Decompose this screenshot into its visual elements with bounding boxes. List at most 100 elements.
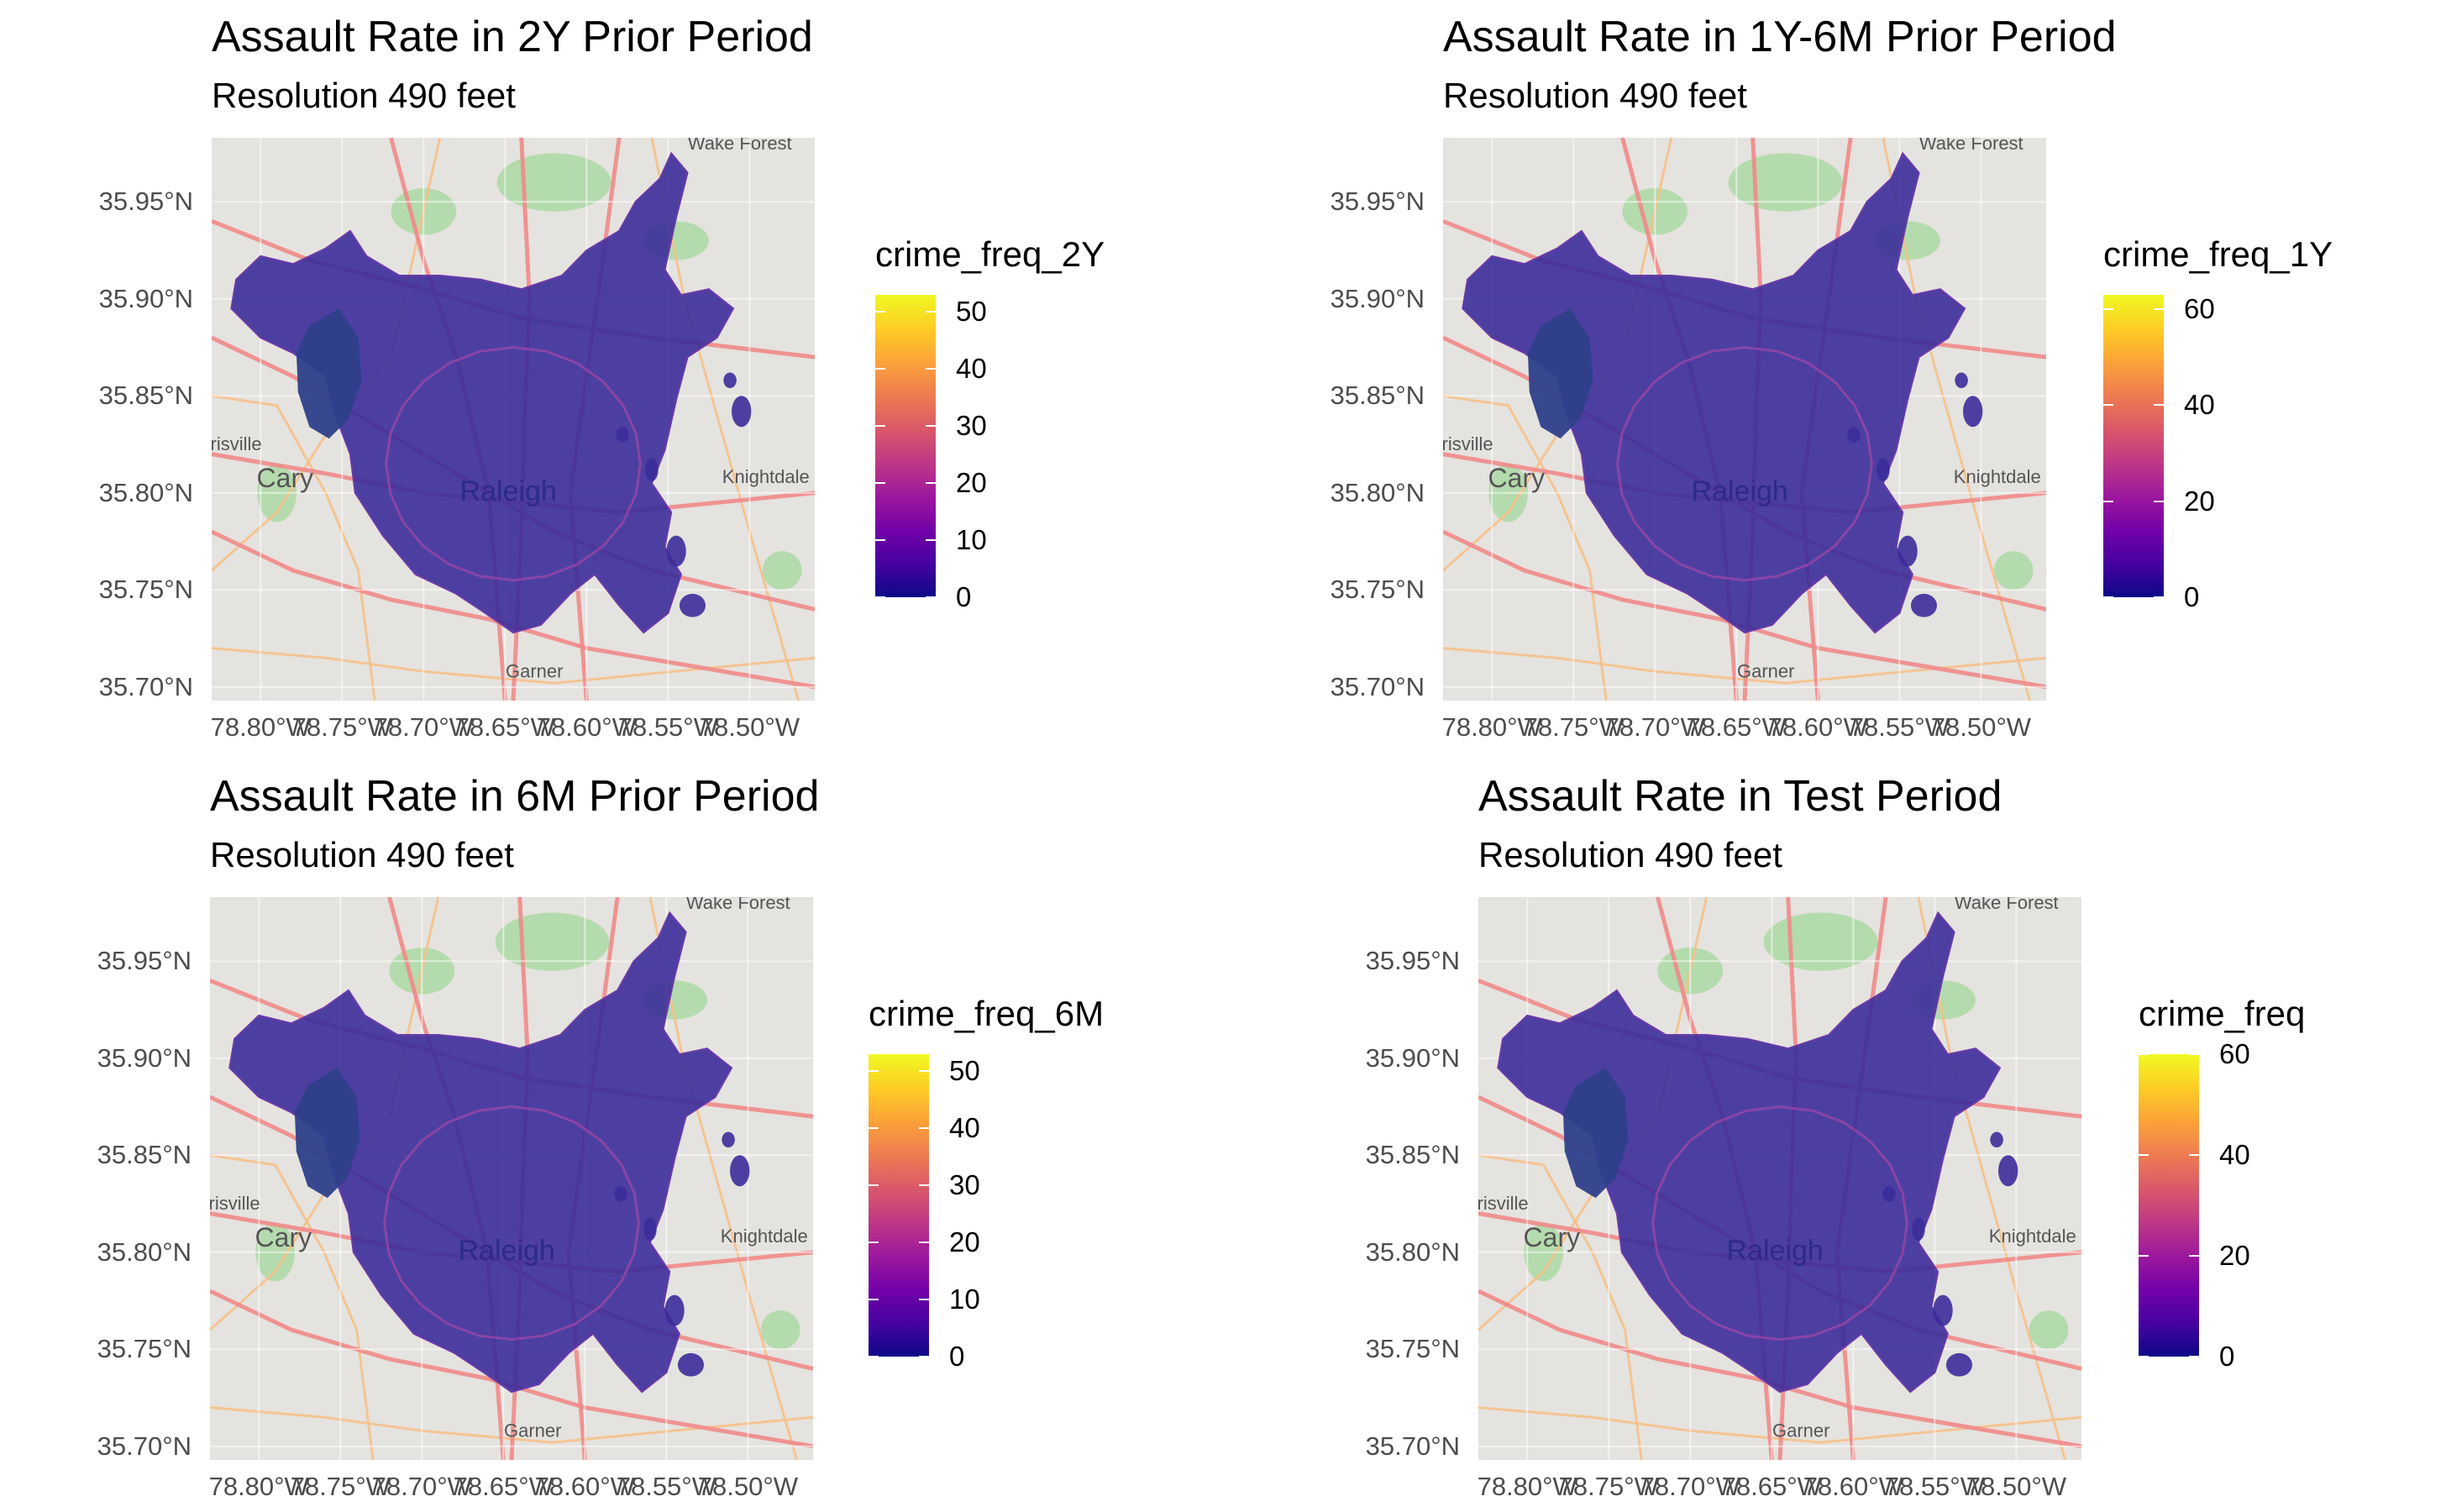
legend-tick-mark	[869, 1299, 879, 1301]
legend-tick-mark	[2154, 404, 2164, 407]
legend-tick-mark	[2103, 596, 2113, 598]
town-label: Wake Forest	[1919, 138, 2023, 154]
y-tick-label: 35.85°N	[97, 1140, 192, 1170]
map-plot: Raleigh Cary Knightdale Garner Wake Forest ri…	[1478, 897, 2081, 1460]
x-tick-label: 78.75°W	[1558, 1472, 1659, 1501]
crime-grid-area	[228, 911, 733, 1394]
legend-tick-label: 0	[949, 1341, 965, 1372]
x-tick-label: 78.65°W	[453, 1472, 554, 1501]
legend-tick-mark	[2189, 1255, 2199, 1257]
beltline-road	[385, 345, 642, 582]
basemap-svg: Raleigh Cary Knightdale Garner Wake Forest ri…	[1478, 897, 2081, 1460]
legend-tick-mark	[919, 1127, 929, 1130]
legend-tick-mark	[926, 311, 936, 313]
x-tick-label: 78.65°W	[1686, 712, 1787, 742]
legend-colorbar	[875, 295, 936, 597]
crime-grid-patch	[677, 1352, 704, 1377]
y-tick-label: 35.95°N	[98, 186, 193, 217]
x-tick-label: 78.55°W	[1849, 712, 1950, 742]
x-tick-label: 78.80°W	[1441, 712, 1542, 742]
y-tick-label: 35.70°N	[1330, 671, 1425, 701]
x-tick-label: 78.60°W	[534, 1472, 635, 1501]
legend-tick-label: 60	[2219, 1038, 2250, 1069]
crime-grid-airport-area	[1562, 1068, 1629, 1199]
x-tick-label: 78.65°W	[454, 712, 555, 742]
major-road	[1478, 1289, 2081, 1449]
y-tick-label: 35.70°N	[1365, 1431, 1460, 1461]
legend-tick-label: 60	[2184, 293, 2215, 325]
town-label: Garner	[504, 1420, 561, 1441]
beltline-road	[1651, 1105, 1908, 1341]
x-tick-label: 78.50°W	[1930, 712, 2031, 742]
town-label: risville	[210, 1193, 260, 1214]
x-tick-label: 78.70°W	[373, 712, 474, 742]
x-tick-label: 78.60°W	[536, 712, 637, 742]
town-label: Wake Forest	[688, 138, 792, 154]
basemap-svg: Raleigh Cary Knightdale Garner Wake Forest ri…	[1443, 138, 2046, 701]
legend-tick-label: 40	[949, 1112, 980, 1144]
y-tick-label: 35.85°N	[98, 381, 193, 411]
panel-subtitle: Resolution 490 feet	[1478, 835, 1782, 874]
park-area	[2029, 1310, 2069, 1350]
legend-tick-label: 0	[2184, 581, 2200, 612]
y-tick-label: 35.90°N	[1365, 1042, 1460, 1073]
park-area	[762, 551, 802, 591]
legend-tick-mark	[2103, 404, 2113, 407]
map-plot: Raleigh Cary Knightdale Garner Wake Forest ri…	[212, 138, 815, 701]
legend-tick-mark	[926, 425, 936, 428]
legend-tick-label: 20	[2219, 1240, 2250, 1271]
beltline-road	[383, 1105, 640, 1341]
legend-tick-label: 40	[2184, 389, 2215, 421]
town-label: Wake Forest	[686, 897, 790, 913]
map-plot: Raleigh Cary Knightdale Garner Wake Forest ri…	[1443, 138, 2046, 701]
x-tick-label: 78.80°W	[1477, 1472, 1577, 1501]
town-label: Knightdale	[721, 1226, 808, 1247]
legend-title: crime_freq_1Y	[2103, 234, 2333, 274]
beltline-road	[1616, 345, 1873, 582]
legend-tick-label: 40	[2219, 1139, 2250, 1170]
legend-tick-mark	[2103, 500, 2113, 502]
crime-grid-patch	[1912, 1217, 1925, 1241]
x-tick-label: 78.65°W	[1721, 1472, 1822, 1501]
x-tick-label: 78.80°W	[210, 712, 311, 742]
minor-road	[650, 138, 800, 701]
legend-tick-mark	[869, 1356, 879, 1357]
crime-grid-area	[1497, 911, 2002, 1394]
town-label: Garner	[1772, 1420, 1829, 1441]
x-tick-label: 78.75°W	[1523, 712, 1624, 742]
legend-tick-label: 50	[949, 1055, 980, 1087]
crime-grid-patch	[679, 593, 706, 617]
panel-subtitle: Resolution 490 feet	[1443, 76, 1747, 115]
legend-tick-mark	[869, 1070, 879, 1073]
legend-tick-mark	[869, 1127, 879, 1130]
legend-tick-mark	[875, 311, 885, 313]
crime-grid-patch	[1998, 1155, 2018, 1187]
panel-subtitle: Resolution 490 feet	[210, 835, 514, 874]
legend-colorbar	[2139, 1054, 2199, 1357]
town-label: Cary	[257, 463, 314, 493]
crime-grid-patch	[1963, 396, 1983, 428]
crime-grid-patch	[1876, 458, 1890, 481]
legend-tick-mark	[926, 368, 936, 370]
y-tick-label: 35.70°N	[98, 671, 193, 701]
x-tick-label: 78.70°W	[1604, 712, 1705, 742]
legend-tick-mark	[2139, 1356, 2149, 1357]
panel-title: Assault Rate in 2Y Prior Period	[212, 13, 813, 61]
crime-grid-area	[1462, 151, 1966, 634]
legend-tick-mark	[919, 1356, 929, 1357]
legend-title: crime_freq	[2139, 994, 2306, 1033]
y-tick-label: 35.80°N	[97, 1236, 192, 1267]
x-tick-label: 78.55°W	[616, 1472, 716, 1501]
legend-tick-mark	[2103, 308, 2113, 311]
crime-grid-patch	[732, 396, 752, 428]
park-area	[760, 1310, 800, 1350]
legend-tick-mark	[2139, 1255, 2149, 1257]
city-label: Raleigh	[459, 1235, 555, 1267]
x-tick-label: 78.70°W	[1640, 1472, 1740, 1501]
major-road	[210, 1289, 813, 1449]
city-label: Raleigh	[1727, 1235, 1824, 1267]
legend-tick-mark	[2189, 1053, 2199, 1055]
town-label: Knightdale	[1989, 1226, 2076, 1247]
legend-tick-label: 10	[949, 1284, 980, 1315]
town-label: Knightdale	[722, 466, 810, 487]
